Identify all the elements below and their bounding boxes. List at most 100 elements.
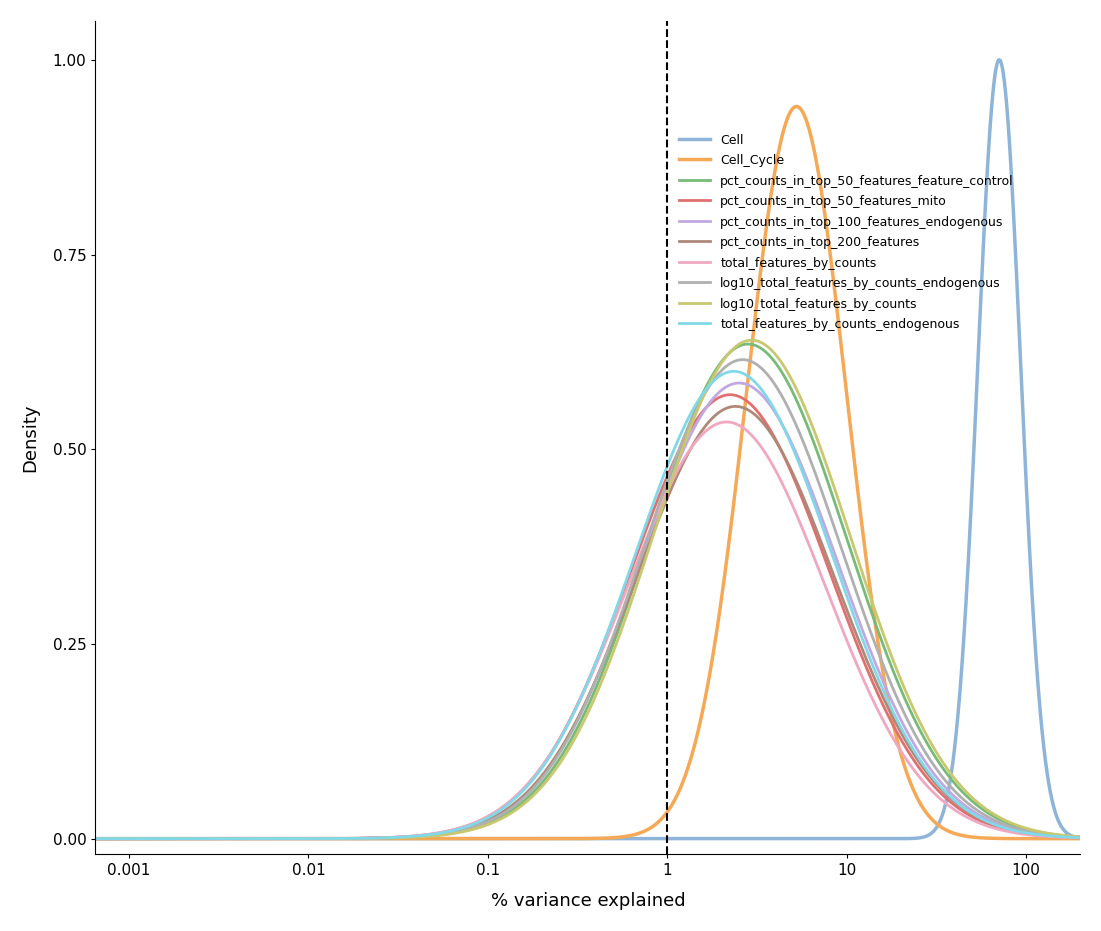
pct_counts_in_top_50_features_feature_control bbox=[1073, 831, 1087, 843]
Cell bbox=[709, 833, 722, 844]
Cell bbox=[657, 833, 671, 844]
Cell_Cycle bbox=[33, 833, 46, 844]
total_features_by_counts bbox=[430, 828, 444, 839]
Cell bbox=[221, 833, 235, 844]
pct_counts_in_top_50_features_feature_control bbox=[430, 830, 444, 841]
Cell_Cycle bbox=[809, 155, 822, 166]
Cell bbox=[993, 54, 1006, 65]
pct_counts_in_top_50_features_mito bbox=[709, 394, 722, 405]
pct_counts_in_top_200_features bbox=[33, 833, 46, 844]
X-axis label: % variance explained: % variance explained bbox=[491, 892, 685, 911]
Line: total_features_by_counts_endogenous: total_features_by_counts_endogenous bbox=[40, 371, 1080, 839]
pct_counts_in_top_100_features_endogenous bbox=[732, 377, 745, 388]
Line: pct_counts_in_top_50_features_feature_control: pct_counts_in_top_50_features_feature_co… bbox=[40, 344, 1080, 839]
pct_counts_in_top_50_features_feature_control bbox=[709, 364, 722, 375]
log10_total_features_by_counts bbox=[221, 833, 235, 844]
Cell_Cycle bbox=[221, 833, 235, 844]
log10_total_features_by_counts_endogenous bbox=[889, 688, 902, 699]
Line: total_features_by_counts: total_features_by_counts bbox=[40, 422, 1080, 839]
log10_total_features_by_counts_endogenous bbox=[709, 371, 722, 383]
Line: log10_total_features_by_counts_endogenous: log10_total_features_by_counts_endogenou… bbox=[40, 359, 1080, 839]
log10_total_features_by_counts_endogenous bbox=[657, 486, 671, 497]
pct_counts_in_top_50_features_mito bbox=[221, 833, 235, 844]
log10_total_features_by_counts_endogenous bbox=[809, 470, 822, 481]
Line: pct_counts_in_top_50_features_mito: pct_counts_in_top_50_features_mito bbox=[40, 395, 1080, 839]
Cell_Cycle bbox=[709, 629, 722, 641]
Cell_Cycle bbox=[1073, 833, 1087, 844]
Line: pct_counts_in_top_200_features: pct_counts_in_top_200_features bbox=[40, 407, 1080, 839]
pct_counts_in_top_50_features_mito bbox=[1073, 832, 1087, 843]
pct_counts_in_top_100_features_endogenous bbox=[33, 833, 46, 844]
log10_total_features_by_counts bbox=[889, 660, 902, 671]
total_features_by_counts_endogenous bbox=[221, 833, 235, 844]
Line: pct_counts_in_top_100_features_endogenous: pct_counts_in_top_100_features_endogenou… bbox=[40, 383, 1080, 839]
log10_total_features_by_counts_endogenous bbox=[221, 833, 235, 844]
Legend: Cell, Cell_Cycle, pct_counts_in_top_50_features_feature_control, pct_counts_in_t: Cell, Cell_Cycle, pct_counts_in_top_50_f… bbox=[673, 128, 1021, 338]
pct_counts_in_top_100_features_endogenous bbox=[809, 497, 822, 508]
total_features_by_counts_endogenous bbox=[1073, 832, 1087, 843]
total_features_by_counts_endogenous bbox=[809, 503, 822, 514]
Cell bbox=[809, 833, 822, 844]
total_features_by_counts bbox=[809, 557, 822, 568]
total_features_by_counts bbox=[33, 833, 46, 844]
pct_counts_in_top_50_features_mito bbox=[889, 723, 902, 735]
log10_total_features_by_counts_endogenous bbox=[1073, 831, 1087, 843]
total_features_by_counts bbox=[221, 833, 235, 844]
pct_counts_in_top_50_features_mito bbox=[657, 479, 671, 491]
Cell_Cycle bbox=[889, 726, 902, 737]
log10_total_features_by_counts bbox=[657, 499, 671, 510]
log10_total_features_by_counts_endogenous bbox=[430, 830, 444, 841]
Cell bbox=[33, 833, 46, 844]
log10_total_features_by_counts bbox=[709, 366, 722, 377]
pct_counts_in_top_200_features bbox=[221, 833, 235, 844]
Line: Cell: Cell bbox=[40, 60, 1080, 839]
log10_total_features_by_counts bbox=[1073, 831, 1087, 843]
Cell bbox=[430, 833, 444, 844]
pct_counts_in_top_200_features bbox=[729, 401, 742, 412]
pct_counts_in_top_200_features bbox=[1073, 832, 1087, 843]
pct_counts_in_top_200_features bbox=[657, 502, 671, 513]
log10_total_features_by_counts bbox=[33, 833, 46, 844]
pct_counts_in_top_50_features_feature_control bbox=[741, 339, 754, 350]
pct_counts_in_top_200_features bbox=[430, 829, 444, 840]
pct_counts_in_top_100_features_endogenous bbox=[709, 389, 722, 400]
Cell_Cycle bbox=[657, 811, 671, 822]
total_features_by_counts_endogenous bbox=[709, 373, 722, 385]
pct_counts_in_top_100_features_endogenous bbox=[221, 833, 235, 844]
total_features_by_counts_endogenous bbox=[33, 833, 46, 844]
pct_counts_in_top_100_features_endogenous bbox=[657, 493, 671, 505]
pct_counts_in_top_50_features_feature_control bbox=[657, 491, 671, 502]
total_features_by_counts_endogenous bbox=[430, 828, 444, 839]
Cell_Cycle bbox=[430, 833, 444, 844]
pct_counts_in_top_50_features_mito bbox=[723, 389, 737, 400]
pct_counts_in_top_100_features_endogenous bbox=[889, 703, 902, 714]
total_features_by_counts bbox=[889, 736, 902, 748]
Line: Cell_Cycle: Cell_Cycle bbox=[40, 106, 1080, 839]
total_features_by_counts_endogenous bbox=[657, 470, 671, 481]
total_features_by_counts bbox=[709, 419, 722, 430]
total_features_by_counts_endogenous bbox=[727, 366, 740, 377]
total_features_by_counts bbox=[1073, 832, 1087, 843]
pct_counts_in_top_50_features_feature_control bbox=[221, 833, 235, 844]
pct_counts_in_top_100_features_endogenous bbox=[430, 829, 444, 840]
total_features_by_counts bbox=[657, 493, 671, 505]
pct_counts_in_top_200_features bbox=[809, 523, 822, 534]
Line: log10_total_features_by_counts: log10_total_features_by_counts bbox=[40, 340, 1080, 839]
pct_counts_in_top_50_features_feature_control bbox=[889, 670, 902, 681]
pct_counts_in_top_200_features bbox=[709, 409, 722, 420]
pct_counts_in_top_50_features_feature_control bbox=[33, 833, 46, 844]
pct_counts_in_top_50_features_mito bbox=[430, 828, 444, 839]
log10_total_features_by_counts bbox=[809, 430, 822, 441]
log10_total_features_by_counts_endogenous bbox=[737, 354, 750, 365]
log10_total_features_by_counts bbox=[430, 830, 444, 842]
Cell bbox=[1073, 832, 1087, 843]
pct_counts_in_top_100_features_endogenous bbox=[1073, 832, 1087, 843]
Cell bbox=[889, 833, 902, 844]
Cell_Cycle bbox=[789, 101, 803, 112]
log10_total_features_by_counts bbox=[745, 334, 759, 345]
total_features_by_counts bbox=[720, 416, 733, 427]
pct_counts_in_top_200_features bbox=[889, 716, 902, 727]
pct_counts_in_top_50_features_mito bbox=[33, 833, 46, 844]
Y-axis label: Density: Density bbox=[21, 403, 39, 472]
log10_total_features_by_counts_endogenous bbox=[33, 833, 46, 844]
